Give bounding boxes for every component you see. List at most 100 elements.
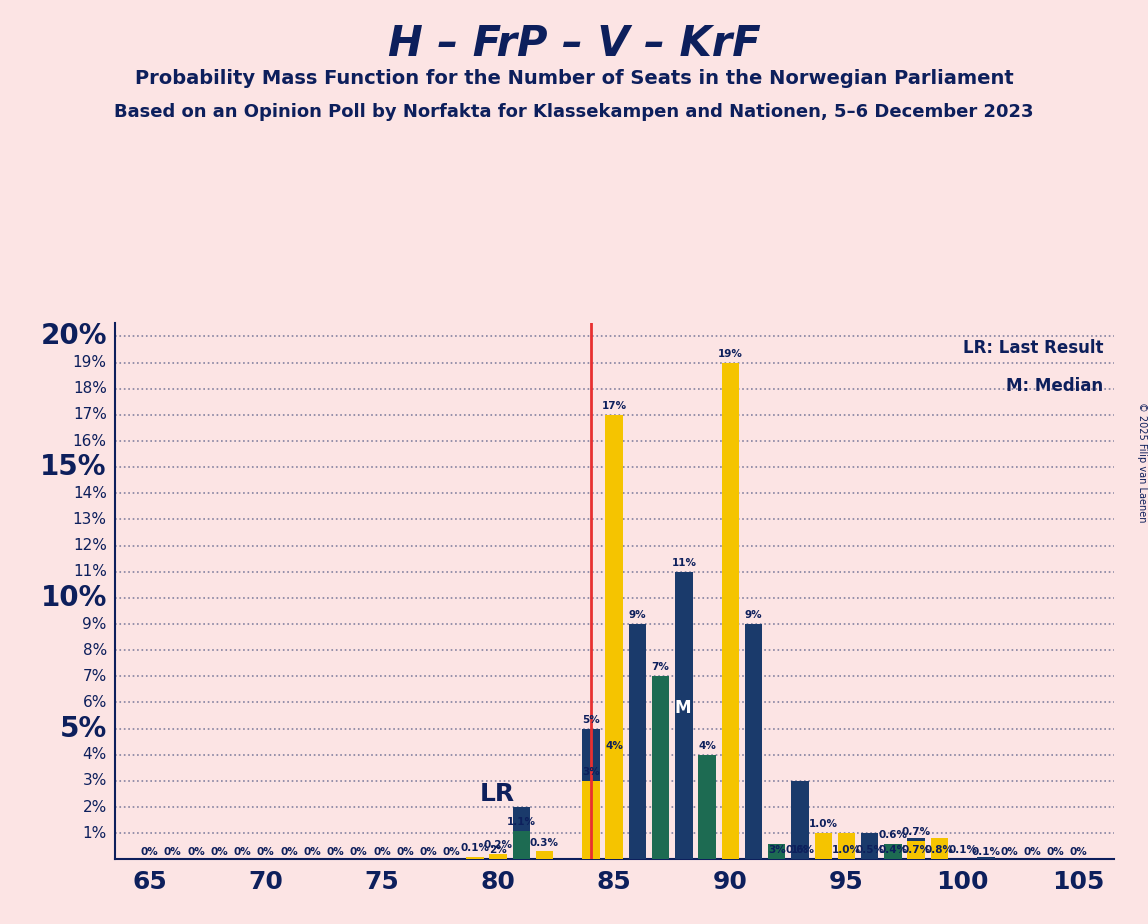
- Bar: [536, 852, 553, 859]
- Text: 5%: 5%: [582, 714, 599, 724]
- Text: 0.2%: 0.2%: [483, 840, 512, 850]
- Text: 14%: 14%: [73, 486, 107, 501]
- Bar: [791, 781, 808, 859]
- Bar: [582, 729, 599, 859]
- Text: 4%: 4%: [605, 741, 623, 751]
- Text: M: Median: M: Median: [1007, 377, 1103, 395]
- Text: © 2025 Filip van Laenen: © 2025 Filip van Laenen: [1138, 402, 1147, 522]
- Text: 11%: 11%: [73, 565, 107, 579]
- Text: 9%: 9%: [745, 610, 762, 620]
- Text: 1.0%: 1.0%: [832, 845, 861, 856]
- Bar: [861, 833, 878, 859]
- Bar: [768, 844, 785, 859]
- Bar: [605, 755, 623, 859]
- Text: 7%: 7%: [652, 663, 669, 673]
- Bar: [907, 841, 925, 859]
- Text: 0%: 0%: [187, 847, 205, 857]
- Text: 0%: 0%: [443, 847, 460, 857]
- Text: 2%: 2%: [489, 845, 507, 856]
- Text: 18%: 18%: [73, 382, 107, 396]
- Bar: [629, 624, 646, 859]
- Text: 0%: 0%: [419, 847, 437, 857]
- Text: 15%: 15%: [40, 453, 107, 481]
- Text: 0.1%: 0.1%: [971, 847, 1000, 857]
- Text: 0%: 0%: [1047, 847, 1064, 857]
- Text: 0.7%: 0.7%: [901, 827, 931, 837]
- Text: 0%: 0%: [1023, 847, 1041, 857]
- Text: Probability Mass Function for the Number of Seats in the Norwegian Parliament: Probability Mass Function for the Number…: [134, 69, 1014, 89]
- Text: M: M: [674, 699, 691, 717]
- Text: 4%: 4%: [698, 741, 716, 751]
- Text: 1%: 1%: [791, 845, 809, 856]
- Text: 0.7%: 0.7%: [901, 845, 931, 856]
- Bar: [884, 844, 901, 859]
- Text: 3%: 3%: [582, 767, 599, 777]
- Text: Based on an Opinion Poll by Norfakta for Klassekampen and Nationen, 5–6 December: Based on an Opinion Poll by Norfakta for…: [115, 103, 1033, 121]
- Text: 0%: 0%: [326, 847, 344, 857]
- Text: 11%: 11%: [672, 558, 697, 568]
- Text: 3%: 3%: [768, 845, 785, 856]
- Bar: [582, 781, 599, 859]
- Text: 16%: 16%: [72, 433, 107, 448]
- Text: 0.8%: 0.8%: [925, 845, 954, 856]
- Text: 0.6%: 0.6%: [878, 830, 907, 840]
- Text: 19%: 19%: [718, 348, 743, 359]
- Text: LR: LR: [480, 782, 514, 806]
- Text: 0.5%: 0.5%: [855, 845, 884, 856]
- Text: 0%: 0%: [141, 847, 158, 857]
- Text: H – FrP – V – KrF: H – FrP – V – KrF: [388, 23, 760, 65]
- Bar: [698, 755, 716, 859]
- Text: 0%: 0%: [1000, 847, 1018, 857]
- Text: 0%: 0%: [1070, 847, 1087, 857]
- Text: 0.1%: 0.1%: [948, 845, 977, 856]
- Text: 1.1%: 1.1%: [506, 817, 536, 827]
- Text: 0%: 0%: [350, 847, 367, 857]
- Text: 17%: 17%: [602, 401, 627, 411]
- Text: 9%: 9%: [629, 610, 646, 620]
- Bar: [489, 854, 506, 859]
- Bar: [652, 676, 669, 859]
- Text: 3%: 3%: [83, 773, 107, 788]
- Bar: [931, 841, 948, 859]
- Bar: [838, 846, 855, 859]
- Text: 10%: 10%: [40, 584, 107, 612]
- Text: 5%: 5%: [60, 714, 107, 743]
- Bar: [512, 831, 530, 859]
- Bar: [605, 415, 623, 859]
- Text: 12%: 12%: [73, 538, 107, 553]
- Text: 20%: 20%: [40, 322, 107, 350]
- Text: LR: Last Result: LR: Last Result: [963, 339, 1103, 358]
- Text: 0.6%: 0.6%: [785, 845, 814, 856]
- Text: 0%: 0%: [210, 847, 228, 857]
- Bar: [931, 838, 948, 859]
- Text: 0.4%: 0.4%: [878, 845, 907, 856]
- Text: 7%: 7%: [83, 669, 107, 684]
- Text: 0.3%: 0.3%: [530, 837, 559, 847]
- Bar: [815, 833, 832, 859]
- Bar: [977, 857, 994, 859]
- Bar: [907, 838, 925, 859]
- Text: 19%: 19%: [72, 355, 107, 371]
- Text: 0.1%: 0.1%: [460, 843, 489, 853]
- Text: 13%: 13%: [72, 512, 107, 527]
- Text: 6%: 6%: [83, 695, 107, 710]
- Bar: [745, 624, 762, 859]
- Bar: [722, 362, 739, 859]
- Text: 0%: 0%: [257, 847, 274, 857]
- Text: 0%: 0%: [303, 847, 321, 857]
- Text: 0%: 0%: [373, 847, 390, 857]
- Text: 4%: 4%: [83, 748, 107, 762]
- Bar: [675, 572, 692, 859]
- Text: 0%: 0%: [234, 847, 251, 857]
- Text: 1%: 1%: [83, 826, 107, 841]
- Text: 8%: 8%: [83, 643, 107, 658]
- Text: 2%: 2%: [83, 799, 107, 815]
- Text: 0%: 0%: [164, 847, 181, 857]
- Bar: [512, 807, 530, 859]
- Text: 0%: 0%: [396, 847, 414, 857]
- Bar: [466, 857, 483, 859]
- Text: 0%: 0%: [280, 847, 297, 857]
- Text: 1.0%: 1.0%: [808, 820, 838, 829]
- Text: 17%: 17%: [73, 407, 107, 422]
- Bar: [838, 833, 855, 859]
